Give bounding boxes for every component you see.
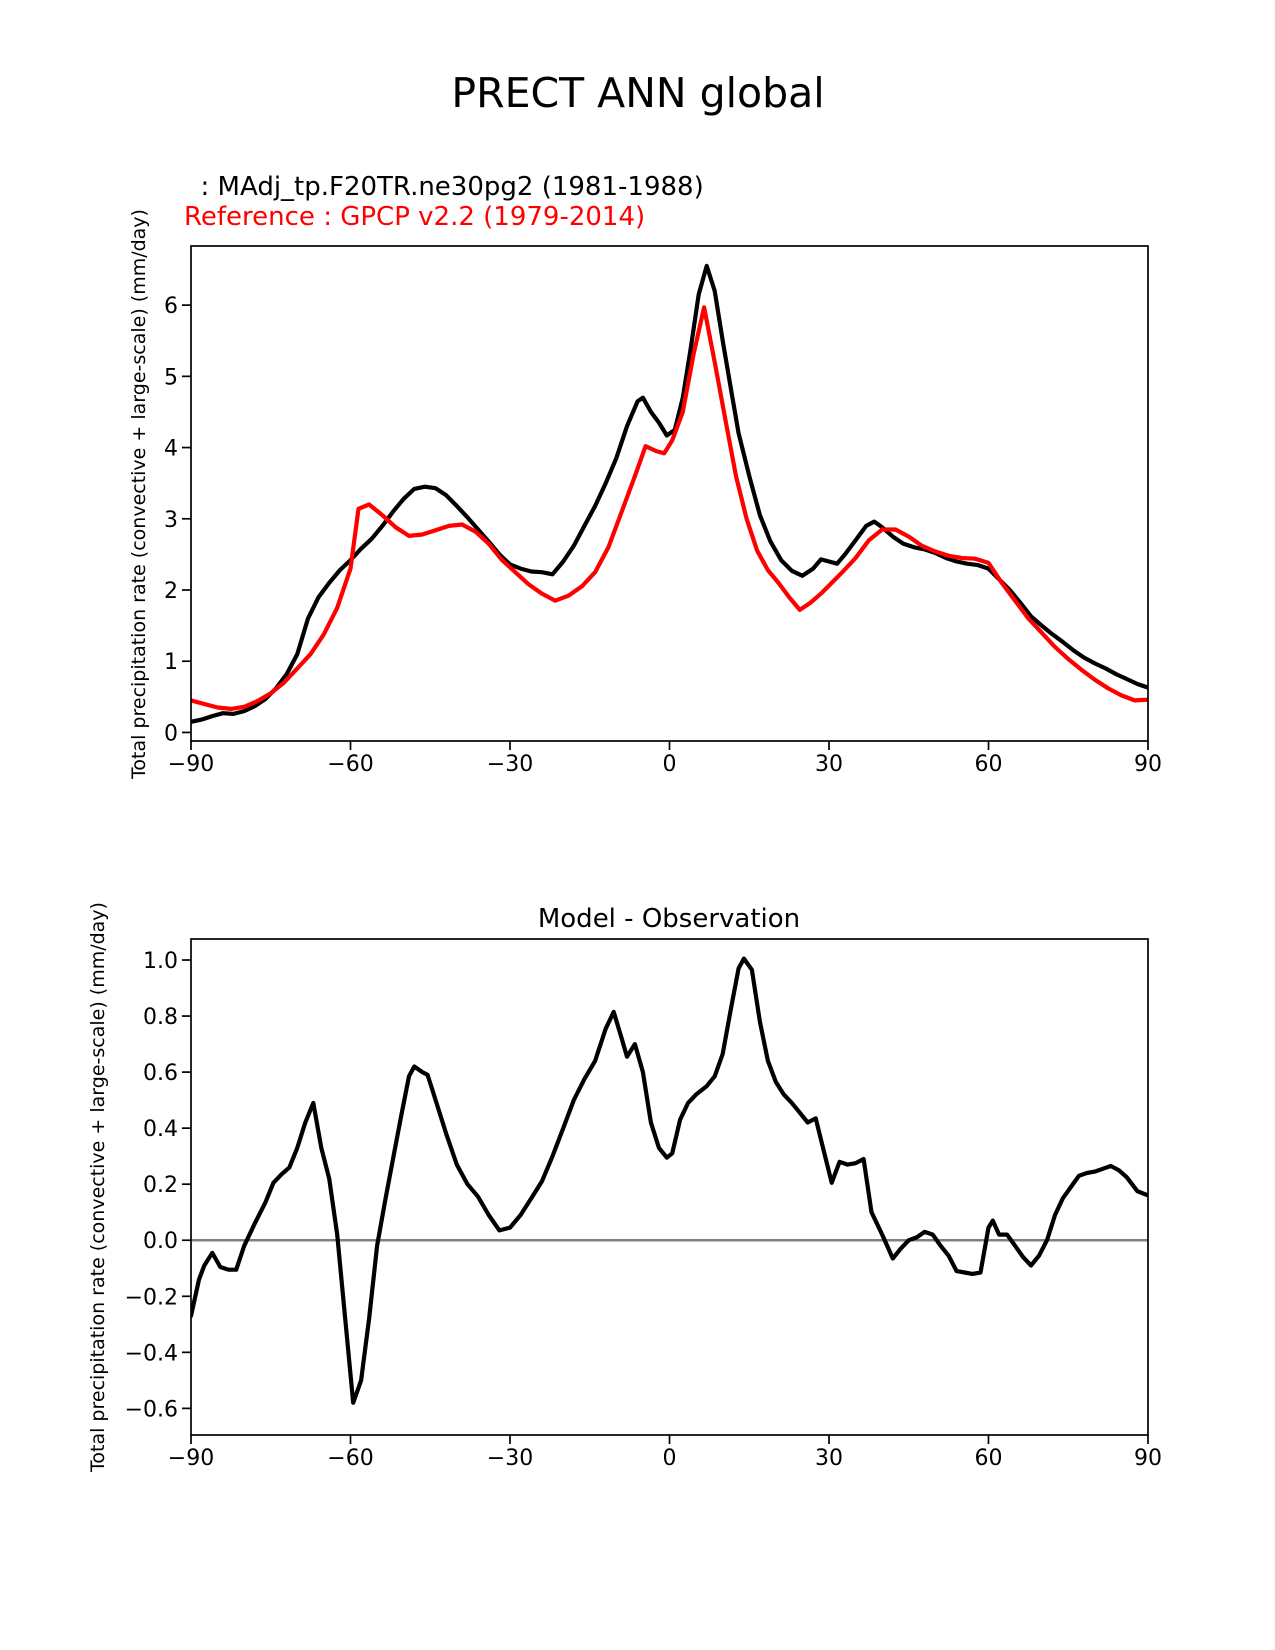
figure-title: PRECT ANN global — [451, 69, 825, 117]
y-tick-label: −0.4 — [125, 1341, 178, 1366]
x-tick-label: 30 — [815, 1446, 843, 1471]
y-tick-label: 0.0 — [143, 1229, 178, 1254]
legend-reference-label: Reference : GPCP v2.2 (1979-2014) — [184, 202, 646, 232]
series-group — [191, 956, 1148, 1405]
x-tick-label: −60 — [327, 752, 373, 777]
series-line-reference — [191, 305, 1148, 712]
y-tick-label: 0.2 — [143, 1173, 178, 1198]
x-tick-label: 60 — [975, 1446, 1003, 1471]
plot-frame — [190, 938, 1149, 1436]
x-tick-label: 30 — [815, 752, 843, 777]
y-tick-label: 0.6 — [143, 1061, 178, 1086]
chart-zonal-mean-precip: −90 −60 −30 0 30 60 90 0 1 2 3 4 5 6 — [164, 245, 1162, 777]
y-tick-label: 1.0 — [143, 949, 178, 974]
x-tick-label: 60 — [975, 752, 1003, 777]
x-tick-label: 90 — [1134, 1446, 1162, 1471]
y-tick-label: 5 — [164, 365, 178, 390]
x-tick-label: 0 — [663, 1446, 677, 1471]
y-tick-label: −0.6 — [125, 1397, 178, 1422]
plot-frame — [190, 245, 1149, 742]
x-axis-ticks: −90 −60 −30 0 30 60 90 — [168, 741, 1162, 777]
series-line-difference — [191, 956, 1148, 1405]
y-tick-label: 0.8 — [143, 1005, 178, 1030]
y-tick-label: 0.4 — [143, 1117, 178, 1142]
y-tick-label: 3 — [164, 508, 178, 533]
x-tick-label: −30 — [487, 1446, 533, 1471]
y-tick-label: 4 — [164, 437, 178, 462]
y-axis-ticks: 1.0 0.8 0.6 0.4 0.2 0.0 −0.2 −0.4 −0.6 — [125, 949, 191, 1422]
bottom-chart-ylabel: Total precipitation rate (convective + l… — [87, 902, 110, 1472]
x-tick-label: −60 — [327, 1446, 373, 1471]
bottom-chart-title: Model - Observation — [537, 904, 801, 934]
y-tick-label: 1 — [164, 650, 178, 675]
x-tick-label: −90 — [168, 752, 214, 777]
x-tick-label: 90 — [1134, 752, 1162, 777]
x-tick-label: −90 — [168, 1446, 214, 1471]
y-tick-label: 6 — [164, 294, 178, 319]
chart-model-minus-observation: −90 −60 −30 0 30 60 90 1.0 0.8 0.6 0.4 0.2 0.0 −0.2 −0… — [125, 938, 1162, 1471]
series-line-model — [191, 263, 1148, 724]
x-tick-label: −30 — [487, 752, 533, 777]
legend-model-label: : MAdj_tp.F20TR.ne30pg2 (1981-1988) — [184, 172, 704, 202]
y-axis-ticks: 0 1 2 3 4 5 6 — [164, 294, 191, 746]
y-tick-label: 0 — [164, 721, 178, 746]
top-chart-ylabel: Total precipitation rate (convective + l… — [128, 209, 151, 779]
x-axis-ticks: −90 −60 −30 0 30 60 90 — [168, 1435, 1162, 1471]
y-tick-label: −0.2 — [125, 1285, 178, 1310]
series-group — [191, 263, 1148, 724]
y-tick-label: 2 — [164, 579, 178, 604]
x-tick-label: 0 — [663, 752, 677, 777]
